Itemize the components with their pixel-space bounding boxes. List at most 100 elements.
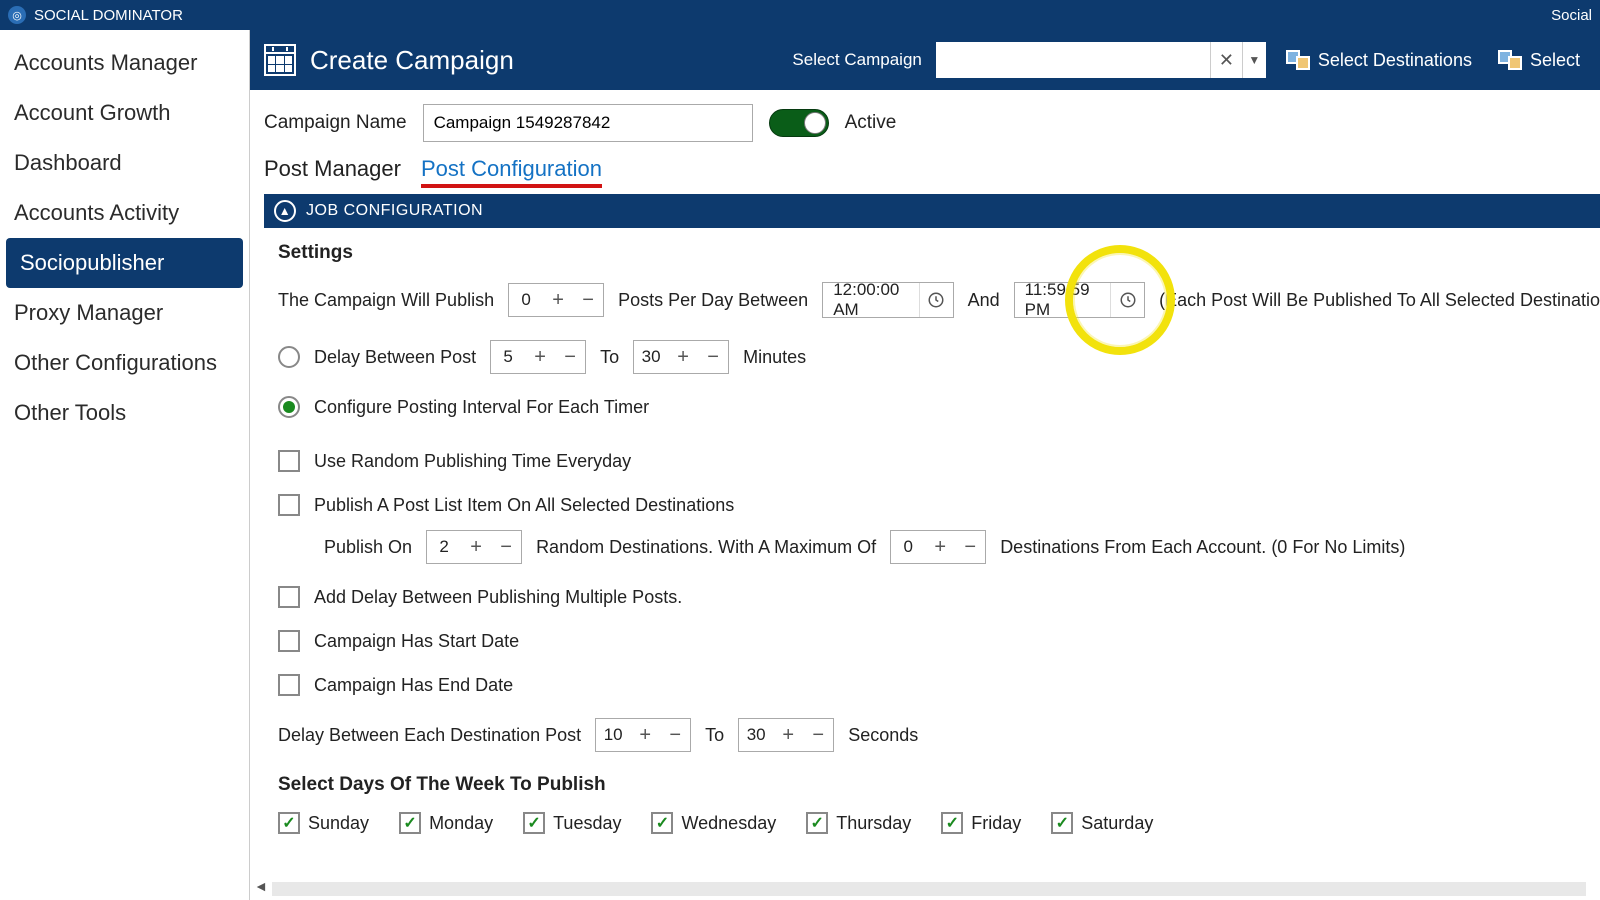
dest-suffix: Destinations From Each Account. (0 For N… [1000,537,1405,558]
delay-from-plus[interactable]: + [525,341,555,373]
delay-from-minus[interactable]: − [555,341,585,373]
scroll-left-icon[interactable]: ◄ [254,878,268,894]
sidebar: Accounts Manager Account Growth Dashboar… [0,30,250,900]
time-from-clock-icon[interactable] [919,283,953,317]
posts-per-day-plus[interactable]: + [543,284,573,316]
campaign-name-label: Campaign Name [264,112,407,134]
time-from-input[interactable]: 12:00:00 AM [822,282,953,318]
delay-dest-to-plus[interactable]: + [773,719,803,751]
publish-list-label: Publish A Post List Item On All Selected… [314,495,734,516]
time-to-value[interactable]: 11:59:59 PM [1015,280,1110,320]
max-dest-value[interactable]: 0 [891,537,925,557]
configure-interval-label: Configure Posting Interval For Each Time… [314,397,649,418]
has-start-date-checkbox[interactable] [278,630,300,652]
select-truncated-label: Select [1530,50,1580,71]
posts-per-day-label: Posts Per Day Between [618,290,808,311]
select-icon [1498,50,1522,70]
delay-between-post-radio[interactable] [278,346,300,368]
tab-post-manager[interactable]: Post Manager [264,156,401,188]
delay-to-stepper[interactable]: 30 + − [633,340,729,374]
time-to-input[interactable]: 11:59:59 PM [1014,282,1145,318]
day-tuesday-checkbox[interactable]: ✓ [523,812,545,834]
page-title: Create Campaign [310,45,514,76]
day-friday-checkbox[interactable]: ✓ [941,812,963,834]
collapse-icon[interactable]: ▲ [274,200,296,222]
delay-dest-to-value[interactable]: 30 [739,725,773,745]
tab-post-configuration[interactable]: Post Configuration [421,156,602,188]
day-sunday-label: Sunday [308,813,369,834]
titlebar: ◎ SOCIAL DOMINATOR Social [0,0,1600,30]
horizontal-scrollbar[interactable] [272,882,1586,896]
clear-campaign-icon[interactable]: ✕ [1210,42,1242,78]
publish-on-minus[interactable]: − [491,531,521,563]
sidebar-item-accounts-manager[interactable]: Accounts Manager [0,38,249,88]
sidebar-item-sociopublisher[interactable]: Sociopublisher [6,238,243,288]
day-monday-checkbox[interactable]: ✓ [399,812,421,834]
campaign-name-input[interactable] [423,104,753,142]
delay-to-minus[interactable]: − [698,341,728,373]
job-configuration-header[interactable]: ▲ JOB CONFIGURATION [264,194,1600,228]
publish-on-stepper[interactable]: 2 + − [426,530,522,564]
add-delay-multi-checkbox[interactable] [278,586,300,608]
titlebar-right-text: Social [1551,7,1592,24]
delay-dest-from-minus[interactable]: − [660,719,690,751]
publish-list-checkbox[interactable] [278,494,300,516]
day-tuesday-label: Tuesday [553,813,621,834]
seconds-label: Seconds [848,725,918,746]
select-campaign-label: Select Campaign [792,50,921,70]
delay-dest-to-minus[interactable]: − [803,719,833,751]
use-random-checkbox[interactable] [278,450,300,472]
delay-between-post-label: Delay Between Post [314,347,476,368]
sidebar-item-account-growth[interactable]: Account Growth [0,88,249,138]
publish-on-plus[interactable]: + [461,531,491,563]
days-header: Select Days Of The Week To Publish [278,774,1600,796]
and-label: And [968,290,1000,311]
minutes-label: Minutes [743,347,806,368]
settings-header: Settings [278,242,1600,264]
day-sunday-checkbox[interactable]: ✓ [278,812,300,834]
select-destinations-label: Select Destinations [1318,50,1472,71]
posts-per-day-minus[interactable]: − [573,284,603,316]
delay-to-value[interactable]: 30 [634,347,668,367]
use-random-label: Use Random Publishing Time Everyday [314,451,631,472]
sidebar-item-other-configurations[interactable]: Other Configurations [0,338,249,388]
delay-dest-from-plus[interactable]: + [630,719,660,751]
max-dest-plus[interactable]: + [925,531,955,563]
day-thursday-checkbox[interactable]: ✓ [806,812,828,834]
command-bar: Create Campaign Select Campaign ✕ ▼ Sele… [250,30,1600,90]
publish-on-value[interactable]: 2 [427,537,461,557]
posts-per-day-value[interactable]: 0 [509,290,543,310]
delay-to-plus[interactable]: + [668,341,698,373]
sidebar-item-accounts-activity[interactable]: Accounts Activity [0,188,249,238]
sidebar-item-dashboard[interactable]: Dashboard [0,138,249,188]
day-wednesday-label: Wednesday [681,813,776,834]
max-dest-minus[interactable]: − [955,531,985,563]
day-wednesday-checkbox[interactable]: ✓ [651,812,673,834]
select-truncated-button[interactable]: Select [1492,50,1586,71]
delay-dest-from-value[interactable]: 10 [596,725,630,745]
select-destinations-button[interactable]: Select Destinations [1280,50,1478,71]
has-start-date-label: Campaign Has Start Date [314,631,519,652]
configure-interval-radio[interactable] [278,396,300,418]
publish-prefix-text: The Campaign Will Publish [278,290,494,311]
time-from-value[interactable]: 12:00:00 AM [823,280,918,320]
app-logo-icon: ◎ [8,6,26,24]
delay-from-stepper[interactable]: 5 + − [490,340,586,374]
day-saturday-checkbox[interactable]: ✓ [1051,812,1073,834]
delay-dest-to-stepper[interactable]: 30 + − [738,718,834,752]
day-thursday-label: Thursday [836,813,911,834]
delay-from-value[interactable]: 5 [491,347,525,367]
publish-on-label: Publish On [324,537,412,558]
select-campaign-combo[interactable]: ✕ ▼ [936,42,1266,78]
has-end-date-checkbox[interactable] [278,674,300,696]
delay-dest-from-stepper[interactable]: 10 + − [595,718,691,752]
posts-per-day-stepper[interactable]: 0 + − [508,283,604,317]
time-to-clock-icon[interactable] [1110,283,1144,317]
campaign-dropdown-icon[interactable]: ▼ [1242,42,1266,78]
day-friday-label: Friday [971,813,1021,834]
day-monday-label: Monday [429,813,493,834]
sidebar-item-proxy-manager[interactable]: Proxy Manager [0,288,249,338]
max-dest-stepper[interactable]: 0 + − [890,530,986,564]
active-toggle[interactable] [769,109,829,137]
sidebar-item-other-tools[interactable]: Other Tools [0,388,249,438]
